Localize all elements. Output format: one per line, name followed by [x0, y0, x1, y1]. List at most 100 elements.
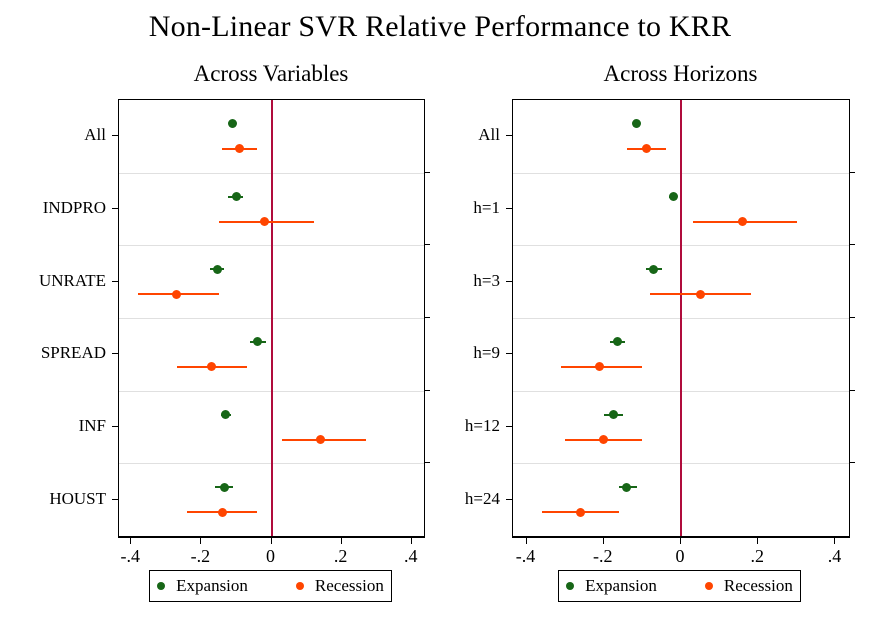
legend-label-expansion: Expansion	[176, 576, 248, 595]
right-axis-tick	[425, 389, 430, 391]
panel-title-across-horizons: Across Horizons	[603, 61, 758, 86]
x-axis-tick	[270, 538, 272, 544]
expansion-point-marker	[622, 482, 632, 492]
x-axis-tick	[757, 538, 759, 544]
category-label: h=3	[473, 270, 500, 290]
category-tick	[506, 353, 512, 355]
expansion-point-marker	[612, 337, 622, 347]
right-axis-tick	[850, 317, 855, 318]
category-label: HOUST	[49, 488, 106, 508]
panel-title-across-variables: Across Variables	[193, 61, 349, 86]
category-tick	[506, 208, 512, 209]
category-tick	[506, 280, 512, 282]
recession-point-marker	[641, 144, 651, 154]
category-tick	[506, 135, 512, 137]
category-tick	[112, 353, 118, 355]
x-axis-tick-label: -.2	[593, 546, 613, 566]
category-label: h=12	[464, 416, 500, 435]
category-label: SPREAD	[40, 343, 106, 363]
right-axis-tick	[425, 317, 430, 318]
category-label: UNRATE	[38, 270, 106, 290]
right-axis-tick	[425, 244, 430, 246]
plot-area-across-horizons	[512, 99, 850, 538]
legend-item-recession: Recession	[704, 576, 793, 596]
legend-item-expansion: Expansion	[566, 576, 657, 596]
category-tick	[112, 280, 118, 282]
recession-point-marker	[695, 289, 705, 299]
recession-point-marker	[235, 144, 245, 154]
category-label: All	[84, 125, 106, 145]
x-axis-tick	[680, 538, 681, 544]
recession-point-marker	[316, 435, 326, 444]
expansion-point-marker	[668, 192, 678, 201]
category-tick	[506, 426, 512, 427]
recession-marker-icon	[704, 582, 713, 590]
expansion-marker-icon	[157, 582, 166, 590]
legend-across-variables: Expansion Recession	[149, 570, 392, 602]
right-axis-tick	[425, 462, 430, 464]
category-tick	[506, 498, 512, 500]
x-axis-tick-label: -.4	[515, 546, 536, 566]
expansion-point-marker	[219, 482, 229, 492]
category-label: INDPRO	[42, 198, 106, 217]
expansion-point-marker	[231, 192, 241, 201]
x-axis-tick	[200, 538, 202, 544]
plot-area-across-variables	[118, 99, 425, 538]
x-axis-tick-label: .2	[750, 546, 764, 566]
chart-title: Non-Linear SVR Relative Performance to K…	[148, 10, 732, 43]
right-axis-tick	[850, 171, 855, 173]
category-tick	[112, 135, 118, 137]
recession-point-marker	[259, 217, 269, 226]
x-axis-tick	[130, 538, 132, 544]
legend-item-expansion: Expansion	[157, 576, 248, 596]
x-axis-tick	[410, 538, 412, 544]
right-axis-tick	[425, 171, 430, 173]
recession-point-marker	[207, 362, 217, 372]
legend-label-recession: Recession	[314, 576, 384, 595]
expansion-point-marker	[228, 119, 238, 129]
recession-point-marker	[738, 217, 748, 226]
expansion-point-marker	[632, 119, 642, 129]
recession-point-marker	[172, 289, 182, 299]
expansion-point-marker	[608, 410, 618, 419]
legend-label-recession: Recession	[723, 576, 793, 595]
zero-reference-line	[680, 100, 682, 536]
category-tick	[112, 426, 118, 427]
expansion-point-marker	[212, 264, 222, 274]
x-axis-tick-label: 0	[266, 546, 275, 566]
recession-point-marker	[217, 507, 227, 517]
category-label: h=9	[473, 343, 500, 363]
x-axis-tick	[834, 538, 836, 544]
expansion-marker-icon	[566, 582, 575, 590]
x-axis-tick	[602, 538, 604, 544]
x-axis-tick-label: 0	[675, 546, 685, 566]
category-label: All	[478, 125, 500, 145]
category-tick	[112, 498, 118, 500]
x-axis-tick-label: -.2	[190, 546, 211, 566]
expansion-point-marker	[221, 410, 231, 419]
legend-label-expansion: Expansion	[585, 576, 657, 595]
legend-across-horizons: Expansion Recession	[558, 570, 801, 602]
category-label: h=1	[473, 198, 500, 217]
right-axis-tick	[850, 389, 855, 391]
x-axis-tick-label: .4	[403, 546, 418, 566]
category-label: INF	[78, 416, 106, 435]
expansion-point-marker	[649, 264, 659, 274]
category-tick	[112, 208, 118, 209]
recession-point-marker	[576, 507, 586, 517]
expansion-point-marker	[252, 337, 262, 347]
x-axis-tick-label: .2	[333, 546, 348, 566]
x-axis-tick	[525, 538, 527, 544]
zero-reference-line	[270, 100, 273, 536]
recession-point-marker	[595, 362, 605, 372]
right-axis-tick	[850, 244, 855, 246]
category-label: h=24	[464, 488, 500, 508]
recession-point-marker	[599, 435, 609, 444]
x-axis-tick	[340, 538, 342, 544]
right-axis-tick	[850, 462, 855, 464]
x-axis-tick-label: -.4	[120, 546, 141, 566]
recession-marker-icon	[295, 582, 304, 590]
x-axis-tick-label: .4	[827, 546, 842, 566]
legend-item-recession: Recession	[295, 576, 384, 596]
